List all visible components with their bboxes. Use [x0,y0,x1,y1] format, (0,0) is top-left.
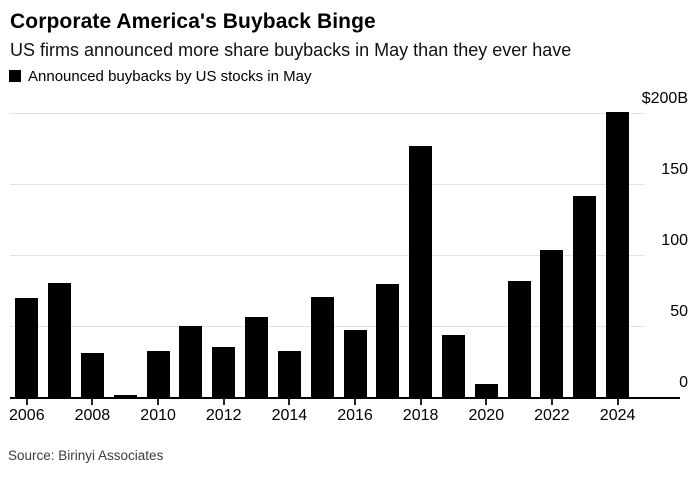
x-tick-2010 [157,398,160,405]
bar-2014 [277,351,301,398]
x-tick-2012 [222,398,225,405]
gridline-200 [10,113,645,114]
x-axis-label-2018: 2018 [402,407,439,424]
y-axis-label-0: 0 [679,374,688,391]
x-axis-label-2016: 2016 [337,407,373,424]
x-tick-2020 [485,398,488,405]
x-axis-label-2008: 2008 [74,407,111,424]
y-axis-label-100: 100 [661,231,688,249]
x-axis-label-2020: 2020 [468,407,505,424]
bar-2022 [540,250,564,398]
bar-2012 [212,346,236,398]
x-axis-label-2022: 2022 [534,407,570,424]
bar-2007 [48,282,72,398]
bar-2008 [80,352,104,398]
bar-2011 [179,325,203,398]
x-axis-label-2006: 2006 [9,407,45,424]
bar-2010 [146,351,170,398]
source-attribution: Source: Birinyi Associates [8,448,164,463]
x-axis-label-2010: 2010 [140,407,176,424]
x-axis-label-2024: 2024 [599,407,636,424]
bar-2019 [442,335,465,398]
x-tick-2014 [288,398,291,405]
x-axis-line [10,396,680,399]
x-axis-label-2014: 2014 [271,407,308,424]
y-axis-label-150: 150 [661,160,688,178]
gridline-100 [10,255,645,257]
x-tick-2016 [354,398,356,405]
chart-subtitle: US firms announced more share buybacks i… [10,40,572,60]
bar-2018 [409,146,433,398]
bar-2020 [474,383,498,398]
bar-2013 [245,316,268,398]
bar-2006 [15,298,39,398]
bar-2017 [376,284,400,398]
bar-2015 [310,297,334,398]
y-axis-label-50: 50 [670,302,688,320]
x-tick-2006 [25,398,28,405]
bar-2023 [573,196,597,398]
chart-title: Corporate America's Buyback Binge [10,10,376,33]
bar-2024 [606,112,630,398]
bar-2016 [343,329,367,398]
x-tick-2022 [550,398,553,405]
legend-swatch-icon [9,70,21,82]
gridline-150 [10,184,645,186]
y-axis-label-200: $200B [641,89,688,107]
legend-label: Announced buybacks by US stocks in May [28,67,312,85]
x-tick-2018 [419,398,422,405]
x-tick-2024 [616,398,619,405]
x-tick-2008 [91,398,94,405]
legend: Announced buybacks by US stocks in May [9,67,312,85]
x-axis-label-2012: 2012 [205,407,242,424]
bar-2021 [507,281,531,398]
